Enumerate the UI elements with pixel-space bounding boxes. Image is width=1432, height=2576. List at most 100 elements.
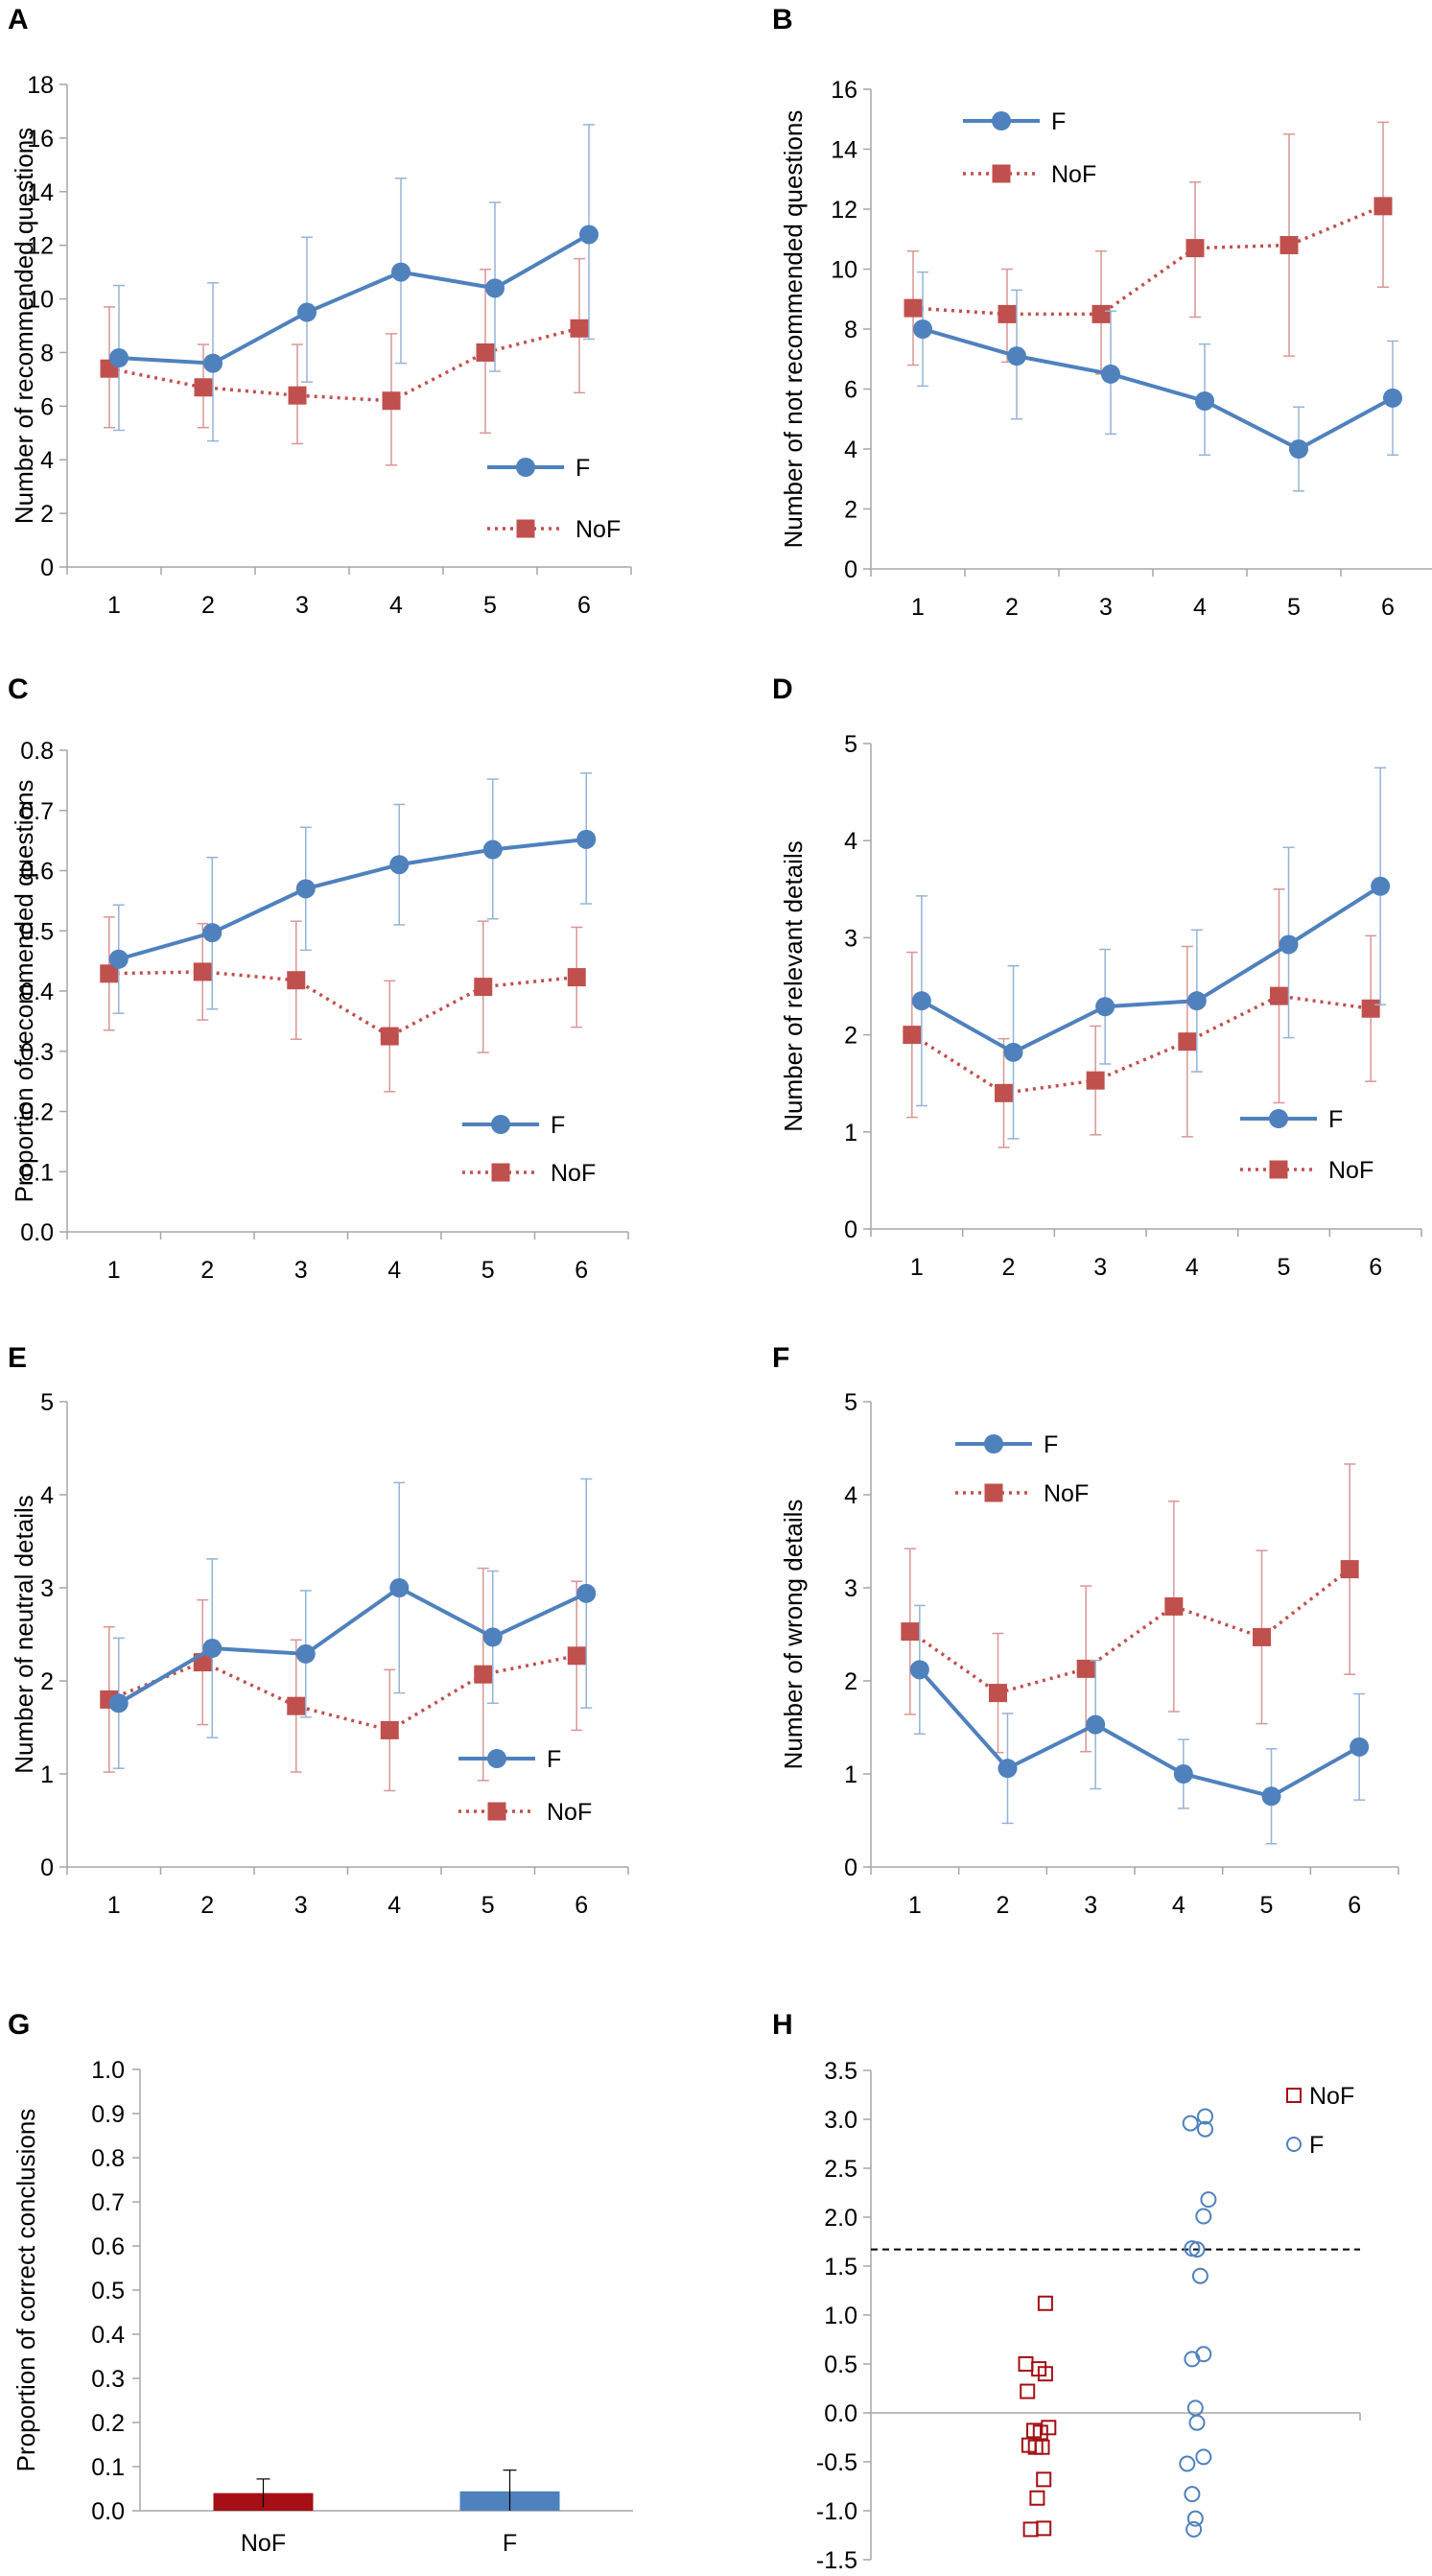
x-tick-label: 5	[1287, 594, 1301, 621]
legend-item-nof: NoF	[1240, 1157, 1373, 1184]
y-tick-label: 10	[831, 257, 857, 284]
y-tick-label: 16	[27, 126, 54, 153]
series-line-f	[118, 837, 587, 961]
data-point-nof	[1022, 2521, 1039, 2538]
x-tick-label: 1	[107, 1892, 121, 1919]
y-tick-label: 0.1	[20, 1159, 54, 1186]
legend-marker	[992, 111, 1011, 130]
x-tick-label: 5	[483, 592, 497, 619]
data-point-f	[1195, 2448, 1212, 2466]
y-tick-label: 10	[27, 287, 54, 314]
data-point-nof	[567, 968, 586, 987]
data-point-nof	[474, 1665, 493, 1684]
y-tick-label: 3.5	[824, 2058, 857, 2085]
y-tick-label: 0.7	[20, 798, 54, 825]
data-point-f	[1200, 2191, 1217, 2209]
legend-item-f: F	[487, 455, 590, 482]
data-point-f	[1101, 364, 1120, 384]
y-tick-label: 2	[844, 1668, 857, 1695]
data-point-nof	[382, 391, 401, 411]
y-tick-label: 0.2	[20, 1099, 54, 1126]
y-tick-label: 0	[40, 1855, 54, 1881]
panel-c: C 0.0 0.1 0.2 0.3 0.4 0.5 0.6 0.7 0.8 1 2 3 4 5 6 Propor…	[8, 674, 629, 1284]
data-point-f	[389, 1578, 410, 1597]
data-point-f	[202, 1639, 223, 1659]
y-tick-label: 0.4	[91, 2322, 125, 2349]
series-line-f	[920, 885, 1382, 1055]
data-point-f	[108, 1693, 129, 1713]
y-axis-label: Number of relevant details	[779, 840, 808, 1131]
data-point-f	[1003, 1042, 1023, 1062]
y-tick-label: 2	[40, 501, 54, 528]
data-point-f	[1186, 991, 1207, 1011]
legend-item-nof: NoF	[963, 161, 1096, 188]
legend-label: F	[1328, 1106, 1343, 1133]
x-tick-label: 4	[387, 1892, 401, 1919]
data-point-f	[1179, 2455, 1196, 2472]
legend-marker	[491, 1163, 510, 1182]
data-point-f	[1188, 2414, 1206, 2431]
y-tick-label: 1	[40, 1761, 54, 1788]
x-tick-label: 5	[481, 1892, 495, 1919]
y-tick-label: 18	[27, 72, 54, 99]
legend-label: NoF	[1309, 2083, 1354, 2110]
x-tick-label: 3	[1093, 1254, 1107, 1281]
legend-marker	[516, 458, 535, 477]
panel-letter: A	[8, 4, 29, 35]
x-tick-label: 2	[997, 1892, 1010, 1919]
legend-label: F	[1309, 2132, 1324, 2159]
legend-item-nof: NoF	[1286, 2083, 1354, 2110]
legend-marker	[491, 1115, 510, 1134]
legend-label: NoF	[547, 1799, 592, 1826]
data-point-nof	[193, 962, 212, 981]
x-tick-label: 4	[1186, 1254, 1199, 1281]
data-point-nof	[1037, 2366, 1053, 2382]
data-point-f	[1371, 876, 1391, 896]
data-point-nof	[288, 386, 307, 405]
data-point-f	[579, 225, 599, 245]
data-point-nof	[1037, 2295, 1053, 2311]
data-point-nof	[995, 1083, 1013, 1102]
data-point-nof	[1032, 2424, 1048, 2441]
data-point-nof	[1020, 2383, 1036, 2399]
legend-item-f: F	[963, 108, 1066, 135]
y-tick-label: 0.4	[20, 979, 54, 1005]
data-point-nof	[570, 319, 589, 338]
data-point-f	[1195, 2346, 1212, 2363]
x-tick-label: 1	[107, 1257, 121, 1284]
legend-marker	[984, 1483, 1003, 1502]
data-point-f	[576, 829, 597, 849]
panel-e: E 0 1 2 3 4 5 1 2 3 4 5 6 Number of neutral details FN…	[8, 1342, 629, 1919]
data-point-f	[108, 949, 129, 969]
data-point-f	[1007, 346, 1026, 366]
y-tick-label: 2.5	[824, 2156, 857, 2183]
y-tick-label: 0	[844, 1217, 857, 1243]
panel-f: F 0 1 2 3 4 5 1 2 3 4 5 6 Number of wrong details F NoF	[772, 1342, 1399, 1919]
legend-label: NoF	[1328, 1157, 1373, 1184]
panel-letter: E	[8, 1342, 27, 1374]
y-tick-label: 1	[844, 1120, 857, 1146]
panel-letter: G	[8, 2009, 30, 2041]
legend-marker	[487, 1749, 506, 1768]
data-point-nof	[1270, 986, 1288, 1005]
y-tick-label: 0	[844, 1855, 857, 1881]
legend-label: NoF	[1044, 1480, 1089, 1507]
x-tick-label: 2	[1002, 1254, 1016, 1281]
x-tick-label: NoF	[241, 2530, 286, 2557]
x-tick-label: 5	[1260, 1892, 1274, 1919]
y-tick-label: -0.5	[816, 2449, 857, 2476]
data-point-f	[911, 991, 931, 1011]
legend-label: F	[575, 455, 590, 482]
x-tick-label: 3	[1099, 594, 1113, 621]
legend-label: F	[1044, 1431, 1058, 1458]
data-point-f	[1184, 2486, 1201, 2503]
y-tick-label: 4	[40, 1482, 54, 1509]
data-point-nof	[567, 1646, 586, 1666]
legend-item-nof: NoF	[955, 1480, 1089, 1507]
y-tick-label: 3	[844, 925, 857, 952]
legend-label: F	[551, 1112, 565, 1139]
y-tick-label: 1.0	[824, 2303, 857, 2329]
y-tick-label: 0.7	[91, 2189, 125, 2216]
legend-marker	[516, 519, 535, 538]
